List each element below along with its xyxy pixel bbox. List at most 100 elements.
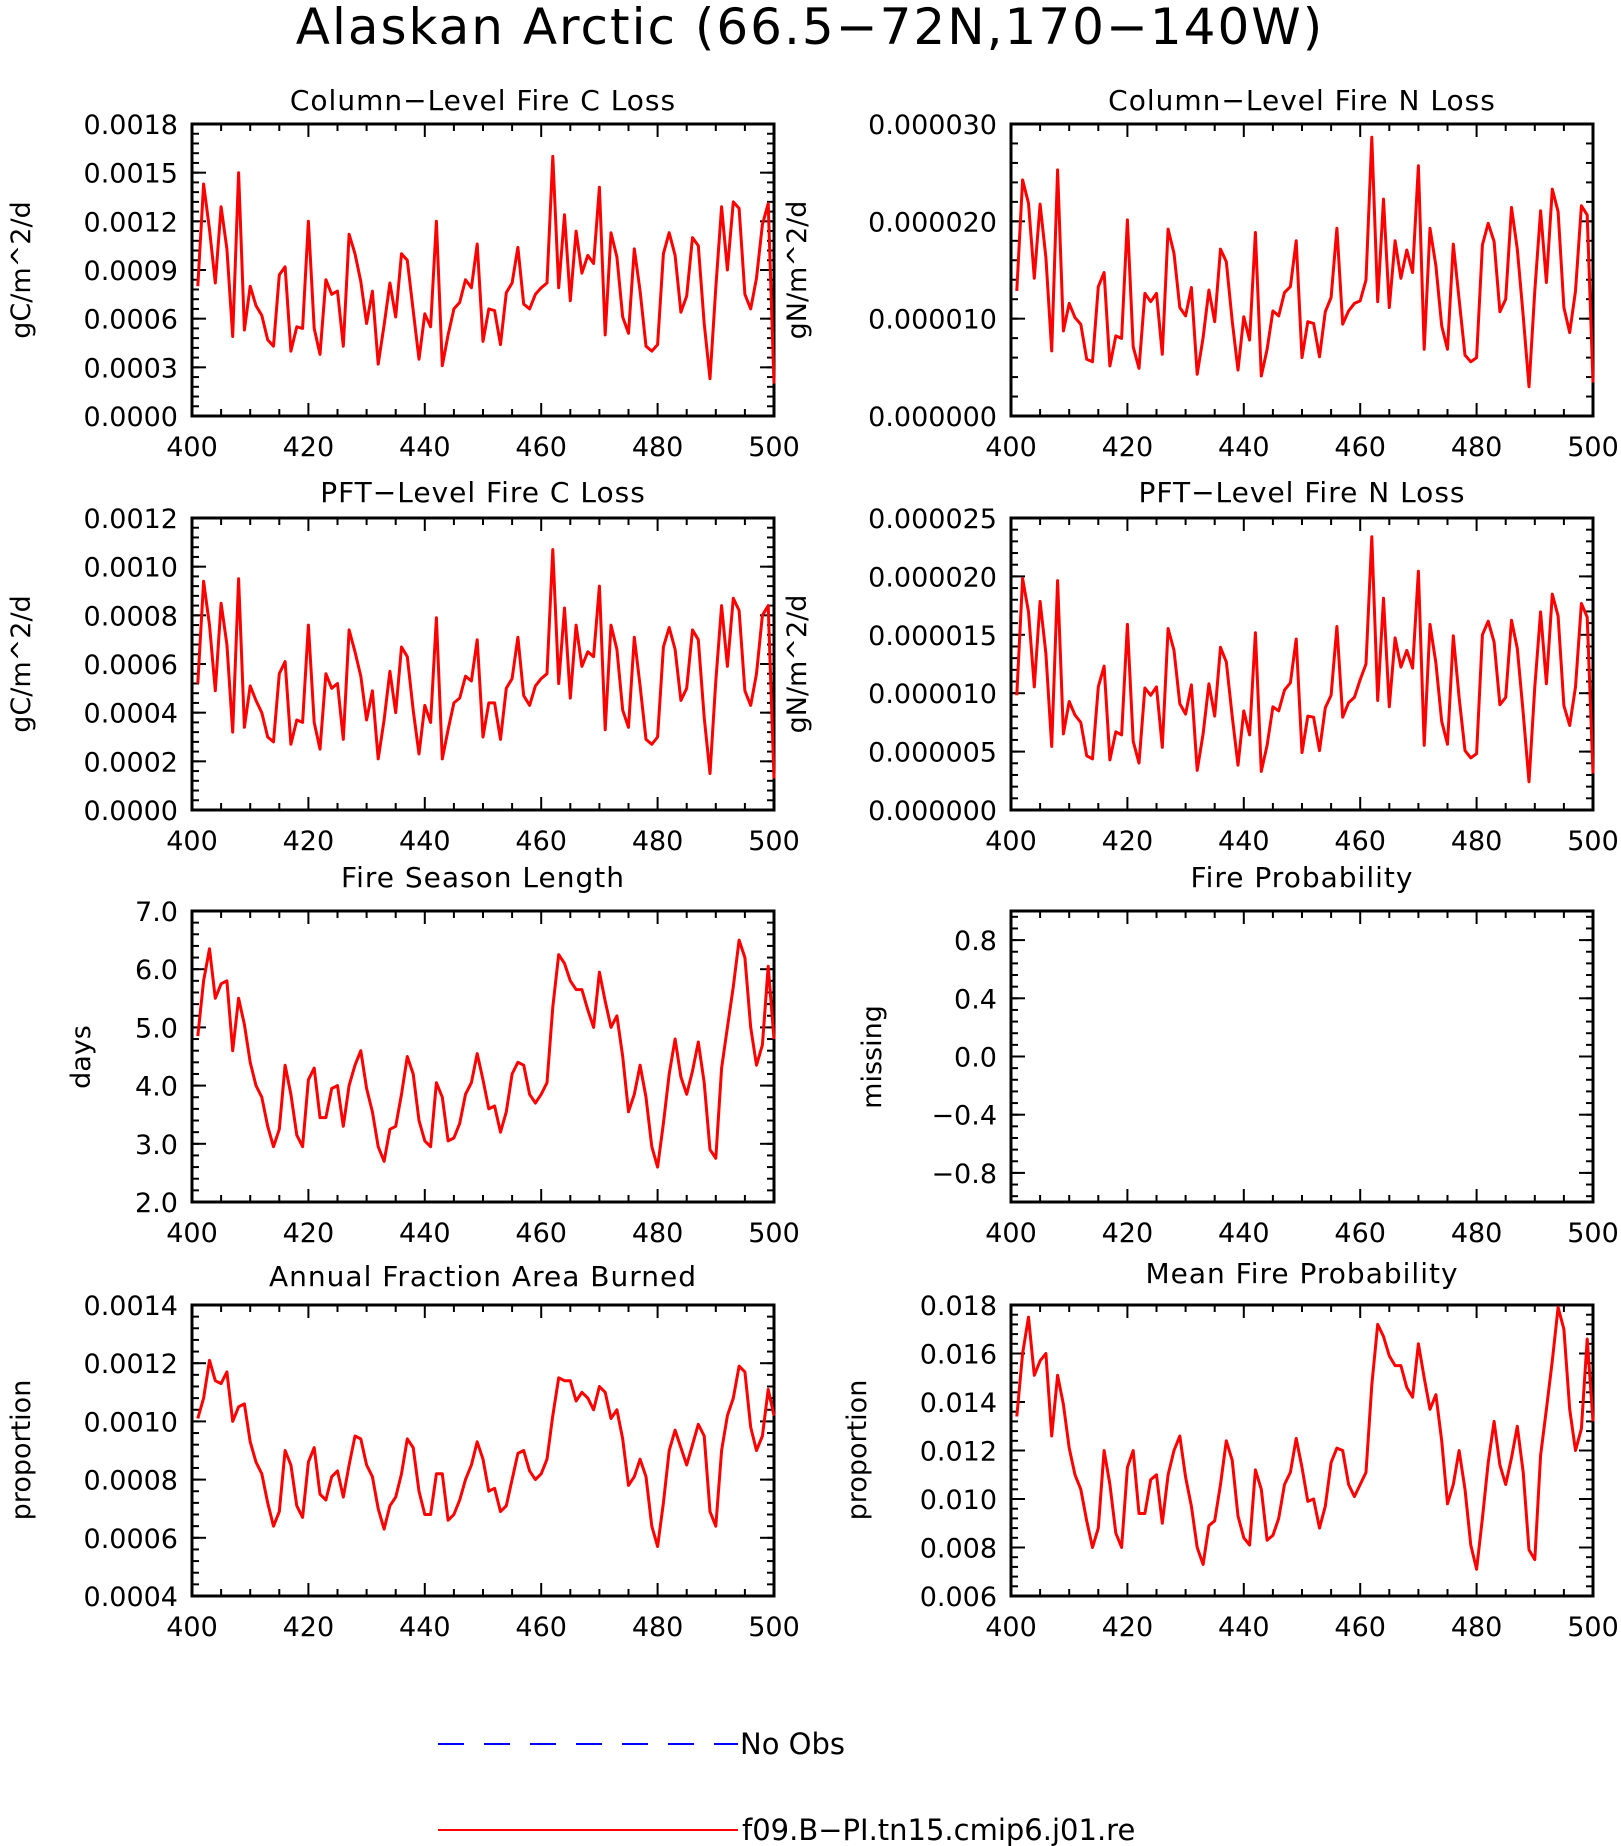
y-tick-label: 0.014 bbox=[920, 1388, 997, 1419]
x-tick-label: 400 bbox=[166, 432, 218, 463]
y-tick-label: 0.010 bbox=[920, 1485, 997, 1516]
y-tick-label: 0.0003 bbox=[84, 353, 178, 384]
x-tick-label: 460 bbox=[515, 826, 567, 857]
x-tick-label: 400 bbox=[985, 1612, 1037, 1643]
panel-column-fire-c-loss: Column−Level Fire C Loss gC/m^2/d 400 420… bbox=[6, 84, 800, 463]
legend-obs-label: No Obs bbox=[740, 1727, 845, 1761]
y-tick-label: 0.006 bbox=[920, 1582, 997, 1613]
y-tick-label: 0.018 bbox=[920, 1291, 997, 1322]
legend: No Obs f09.B−PI.tn15.cmip6.j01.re bbox=[438, 1727, 1135, 1846]
x-tick-label: 480 bbox=[1451, 432, 1503, 463]
x-tick-label: 500 bbox=[748, 432, 800, 463]
panel-title: Column−Level Fire C Loss bbox=[290, 84, 676, 117]
series-line bbox=[1015, 1305, 1595, 1571]
series-line bbox=[196, 938, 776, 1169]
x-tick-label: 400 bbox=[985, 826, 1037, 857]
y-tick-label: 0.0006 bbox=[84, 650, 178, 681]
y-tick-label: 0.012 bbox=[920, 1437, 997, 1468]
x-tick-label: 480 bbox=[1451, 1218, 1503, 1249]
plot-frame bbox=[190, 909, 776, 1204]
y-tick-label: 0.016 bbox=[920, 1340, 997, 1371]
x-tick-label: 420 bbox=[1102, 826, 1154, 857]
x-tick-label: 420 bbox=[283, 1218, 335, 1249]
x-tick-label: 460 bbox=[1334, 1218, 1386, 1249]
x-tick-label: 440 bbox=[1218, 1218, 1270, 1249]
x-tick-label: 460 bbox=[515, 1218, 567, 1249]
y-axis-label: gN/m^2/d bbox=[782, 595, 813, 734]
x-tick-label: 460 bbox=[515, 1612, 567, 1643]
y-axis-label: gC/m^2/d bbox=[6, 595, 37, 732]
x-tick-label: 480 bbox=[1451, 826, 1503, 857]
y-tick-label: 0.0002 bbox=[84, 747, 178, 778]
y-tick-label: 0.0015 bbox=[84, 159, 178, 190]
y-tick-label: 0.000010 bbox=[868, 305, 997, 336]
series-line bbox=[1015, 535, 1595, 784]
y-tick-label: 0.0010 bbox=[84, 1407, 178, 1438]
x-tick-label: 400 bbox=[985, 1218, 1037, 1249]
x-tick-label: 500 bbox=[1567, 1612, 1619, 1643]
plot-frame bbox=[190, 516, 776, 812]
panel-title: Annual Fraction Area Burned bbox=[269, 1260, 697, 1293]
x-tick-label: 500 bbox=[1567, 1218, 1619, 1249]
y-tick-label: 0.0000 bbox=[84, 402, 178, 433]
x-tick-label: 420 bbox=[1102, 1612, 1154, 1643]
panel-title: PFT−Level Fire N Loss bbox=[1138, 476, 1465, 509]
y-tick-label: 0.0006 bbox=[84, 305, 178, 336]
x-tick-label: 480 bbox=[632, 826, 684, 857]
y-tick-label: 0.000000 bbox=[868, 402, 997, 433]
x-tick-label: 480 bbox=[632, 1218, 684, 1249]
panel-title: PFT−Level Fire C Loss bbox=[320, 476, 646, 509]
y-tick-label: 0.0 bbox=[954, 1043, 997, 1074]
x-tick-label: 440 bbox=[1218, 826, 1270, 857]
y-tick-label: 3.0 bbox=[135, 1130, 178, 1161]
y-tick-label: 0.4 bbox=[954, 984, 997, 1015]
x-tick-label: 420 bbox=[1102, 1218, 1154, 1249]
x-tick-label: 440 bbox=[1218, 432, 1270, 463]
x-tick-label: 440 bbox=[399, 432, 451, 463]
x-tick-label: 480 bbox=[632, 1612, 684, 1643]
y-tick-label: 0.000030 bbox=[868, 110, 997, 141]
x-tick-label: 500 bbox=[748, 826, 800, 857]
y-tick-label: 0.0006 bbox=[84, 1524, 178, 1555]
plot-frame bbox=[1009, 909, 1595, 1204]
y-tick-label: 0.000005 bbox=[868, 738, 997, 769]
series-line bbox=[1015, 135, 1595, 389]
y-tick-label: 0.000000 bbox=[868, 796, 997, 827]
y-axis-label: gC/m^2/d bbox=[6, 201, 37, 338]
y-axis-label: missing bbox=[857, 1005, 888, 1109]
panel-title: Fire Probability bbox=[1191, 861, 1414, 894]
y-tick-label: 7.0 bbox=[135, 897, 178, 928]
panel-pft-fire-n-loss: PFT−Level Fire N Loss gN/m^2/d 400 420 440… bbox=[782, 476, 1619, 857]
x-tick-label: 460 bbox=[1334, 432, 1386, 463]
x-tick-label: 440 bbox=[399, 1218, 451, 1249]
panel-column-fire-n-loss: Column−Level Fire N Loss gN/m^2/d 400 420… bbox=[782, 84, 1619, 463]
y-tick-label: 0.000010 bbox=[868, 679, 997, 710]
y-tick-label: 0.000020 bbox=[868, 207, 997, 238]
legend-model-label: f09.B−PI.tn15.cmip6.j01.re bbox=[742, 1813, 1135, 1846]
y-tick-label: 0.0010 bbox=[84, 553, 178, 584]
x-tick-label: 460 bbox=[1334, 826, 1386, 857]
y-tick-label: 0.0008 bbox=[84, 601, 178, 632]
y-tick-label: 5.0 bbox=[135, 1013, 178, 1044]
x-tick-label: 500 bbox=[748, 1612, 800, 1643]
x-tick-label: 480 bbox=[1451, 1612, 1503, 1643]
x-tick-label: 440 bbox=[399, 826, 451, 857]
y-tick-label: 6.0 bbox=[135, 955, 178, 986]
x-tick-label: 480 bbox=[632, 432, 684, 463]
x-tick-label: 400 bbox=[985, 432, 1037, 463]
main-title: Alaskan Arctic (66.5−72N,170−140W) bbox=[296, 0, 1324, 56]
x-tick-label: 400 bbox=[166, 1218, 218, 1249]
y-tick-label: 2.0 bbox=[135, 1188, 178, 1219]
y-axis-label: days bbox=[66, 1025, 97, 1089]
y-tick-label: 0.0012 bbox=[84, 207, 178, 238]
series-line bbox=[196, 1358, 776, 1548]
series-line bbox=[196, 548, 776, 779]
y-tick-label: 0.000020 bbox=[868, 562, 997, 593]
y-tick-label: 0.0004 bbox=[84, 1582, 178, 1613]
y-tick-label: −0.4 bbox=[931, 1101, 997, 1132]
y-tick-label: 0.0012 bbox=[84, 504, 178, 535]
plot-frame bbox=[1009, 516, 1595, 812]
panel-title: Mean Fire Probability bbox=[1145, 1257, 1458, 1290]
y-tick-label: 0.0008 bbox=[84, 1466, 178, 1497]
